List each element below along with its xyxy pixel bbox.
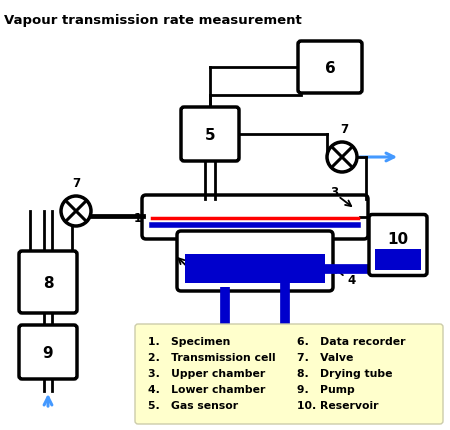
Text: 6: 6	[324, 60, 335, 75]
Text: 9.   Pump: 9. Pump	[297, 384, 355, 394]
Circle shape	[61, 197, 91, 227]
FancyBboxPatch shape	[19, 252, 77, 313]
Text: 2: 2	[198, 271, 206, 284]
Text: 1.   Specimen: 1. Specimen	[148, 336, 230, 346]
Text: 2.   Transmission cell: 2. Transmission cell	[148, 352, 275, 362]
Text: 7: 7	[72, 177, 80, 190]
Bar	[375, 249, 421, 270]
Text: 10: 10	[387, 232, 409, 247]
FancyBboxPatch shape	[177, 231, 333, 291]
FancyBboxPatch shape	[298, 42, 362, 94]
FancyBboxPatch shape	[142, 196, 368, 240]
Text: 7.   Valve: 7. Valve	[297, 352, 353, 362]
Text: 5.   Gas sensor: 5. Gas sensor	[148, 400, 238, 410]
Text: 7: 7	[340, 123, 348, 136]
Bar	[185, 255, 325, 283]
Circle shape	[327, 143, 357, 172]
FancyBboxPatch shape	[181, 108, 239, 162]
Text: 3: 3	[330, 185, 338, 198]
Text: 4.   Lower chamber: 4. Lower chamber	[148, 384, 266, 394]
Text: 10. Reservoir: 10. Reservoir	[297, 400, 378, 410]
Text: 8: 8	[43, 275, 53, 290]
Text: 8.   Drying tube: 8. Drying tube	[297, 368, 392, 378]
Text: 1: 1	[134, 212, 142, 225]
Text: 5: 5	[205, 127, 215, 142]
FancyBboxPatch shape	[369, 215, 427, 276]
FancyBboxPatch shape	[135, 324, 443, 424]
Text: 9: 9	[43, 345, 53, 359]
Text: Vapour transmission rate measurement: Vapour transmission rate measurement	[4, 14, 302, 27]
Text: 4: 4	[347, 274, 355, 287]
Text: 6.   Data recorder: 6. Data recorder	[297, 336, 405, 346]
FancyBboxPatch shape	[19, 325, 77, 379]
Text: 3.   Upper chamber: 3. Upper chamber	[148, 368, 265, 378]
